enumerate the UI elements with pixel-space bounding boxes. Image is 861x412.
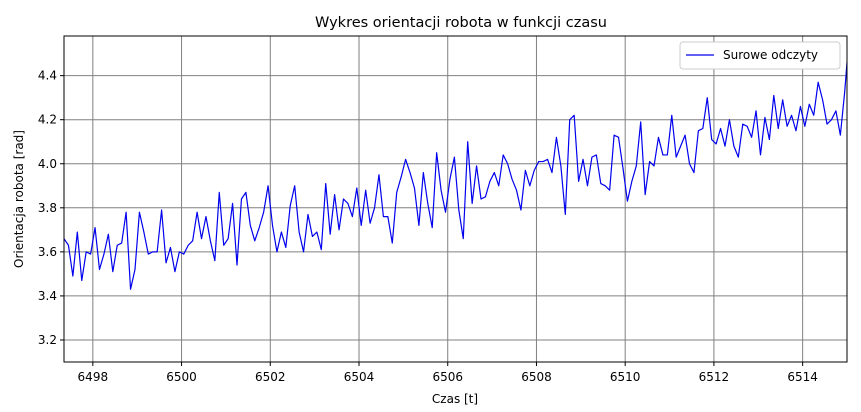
y-tick-label: 4.4: [38, 69, 57, 83]
series-line: [63, 62, 848, 290]
x-tick-label: 6512: [699, 370, 730, 384]
x-tick-label: 6498: [78, 370, 109, 384]
legend-entry-label: Surowe odczyty: [723, 48, 818, 62]
y-tick-label: 3.8: [38, 201, 57, 215]
y-tick-label: 4.2: [38, 113, 57, 127]
chart-title: Wykres orientacji robota w funkcji czasu: [315, 15, 607, 31]
x-tick-label: 6504: [344, 370, 375, 384]
legend: Surowe odczyty: [679, 41, 841, 70]
x-axis-label: Czas [t]: [432, 392, 478, 406]
y-tick-label: 3.6: [38, 245, 57, 259]
plot-area-frame: [63, 35, 848, 363]
x-tick-label: 6500: [166, 370, 197, 384]
y-tick-label: 3.2: [38, 333, 57, 347]
y-axis: 3.2 3.4 3.6 3.8 4.0 4.2 4.4: [38, 69, 64, 347]
y-axis-label: Orientacja robota [rad]: [12, 130, 26, 268]
x-axis: 6498 6500 6502 6504 6506 6508 6510 6512 6514: [78, 362, 818, 384]
x-tick-label: 6510: [610, 370, 641, 384]
x-tick-label: 6514: [787, 370, 818, 384]
y-tick-label: 3.4: [38, 289, 57, 303]
x-tick-label: 6508: [521, 370, 552, 384]
legend-box: [679, 41, 841, 70]
y-tick-label: 4.0: [38, 157, 57, 171]
x-tick-label: 6502: [255, 370, 286, 384]
series-group: [63, 62, 848, 290]
x-tick-label: 6506: [432, 370, 463, 384]
